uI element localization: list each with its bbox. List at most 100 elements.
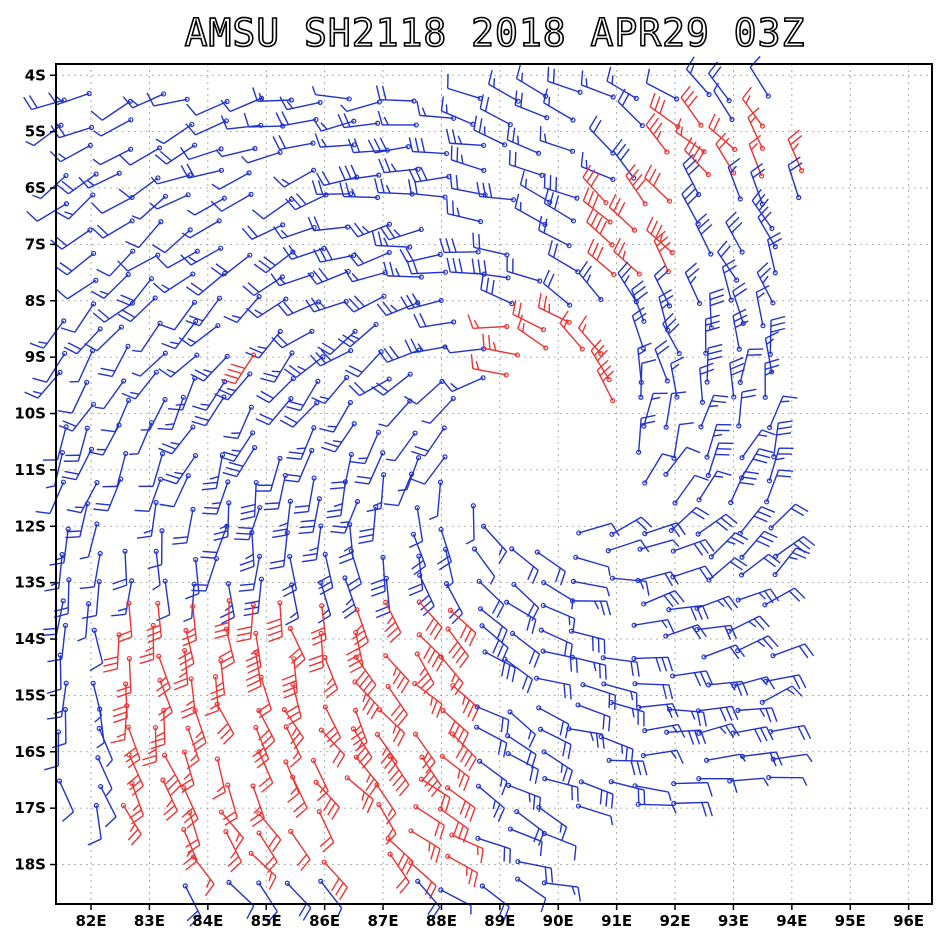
wind-barb <box>609 516 653 537</box>
wind-barb <box>116 276 155 306</box>
wind-barb <box>406 259 449 275</box>
wind-barb <box>56 778 75 822</box>
wind-barb <box>663 391 687 430</box>
wind-barb <box>243 576 265 617</box>
x-tick-label: 90E <box>543 912 574 930</box>
wind-barb <box>239 529 255 572</box>
wind-barb <box>167 375 198 411</box>
wind-barb <box>156 578 171 622</box>
wind-barb <box>672 474 709 506</box>
wind-barb <box>476 578 505 619</box>
wind-barb <box>699 362 715 405</box>
wind-barb <box>178 322 221 347</box>
wind-barb <box>654 339 670 384</box>
wind-barb <box>519 170 553 205</box>
wind-barb <box>477 606 508 644</box>
wind-barb <box>180 245 224 266</box>
wind-barb <box>69 348 96 383</box>
wind-barb <box>348 249 392 267</box>
wind-barb <box>412 680 443 718</box>
wind-barb <box>542 88 576 123</box>
wind-barb <box>559 310 585 352</box>
wind-barb <box>116 655 132 698</box>
wind-barb <box>586 208 615 248</box>
wind-barb <box>136 499 159 539</box>
wind-barb <box>445 128 487 149</box>
wind-barb <box>286 378 321 412</box>
wind-barb <box>353 654 377 697</box>
wind-barb <box>408 166 452 183</box>
wind-barb <box>91 194 135 214</box>
grid-lines <box>56 64 932 904</box>
wind-barb <box>580 70 616 100</box>
wind-barb <box>249 783 265 828</box>
wind-barb <box>641 392 668 429</box>
wind-barb <box>408 553 424 597</box>
wind-barb <box>156 248 200 269</box>
wind-barb <box>704 423 732 460</box>
wind-barb <box>49 526 71 566</box>
wind-barb <box>234 504 263 541</box>
wind-barb <box>517 314 549 351</box>
wind-barb <box>421 395 456 424</box>
wind-barb <box>547 240 581 275</box>
wind-barb <box>256 749 274 793</box>
wind-barb <box>542 269 573 308</box>
wind-barb <box>515 876 547 913</box>
wind-barb <box>370 554 386 597</box>
x-tick-label: 91E <box>601 912 632 930</box>
wind-barb <box>403 378 445 405</box>
wind-barb <box>467 314 510 330</box>
y-tick-label: 10S <box>14 405 46 423</box>
wind-barb <box>666 604 709 621</box>
wind-barb <box>317 328 358 356</box>
wind-barb <box>47 680 69 720</box>
wind-barb <box>263 472 288 511</box>
wind-barb <box>119 145 163 166</box>
wind-barb <box>236 602 256 643</box>
wind-barb <box>248 850 277 890</box>
wind-barb <box>150 707 167 750</box>
wind-barb <box>671 781 713 797</box>
wind-barb <box>340 99 383 113</box>
wind-barb <box>708 532 749 560</box>
wind-barb <box>766 774 808 786</box>
wind-barb <box>449 832 484 864</box>
wind-barb <box>377 707 406 747</box>
wind-barb <box>272 498 293 539</box>
wind-barb <box>378 158 421 174</box>
wind-barb <box>173 648 189 691</box>
wind-barb <box>281 553 298 598</box>
y-tick-label: 11S <box>14 461 46 479</box>
wind-barb <box>442 375 486 393</box>
wind-barb <box>440 707 469 747</box>
wind-barb <box>695 705 739 722</box>
wind-barb <box>213 500 232 542</box>
wind-barb <box>762 358 780 400</box>
wind-barb <box>631 280 649 324</box>
wind-barb <box>413 804 446 840</box>
x-tick-label: 85E <box>251 912 282 930</box>
x-tick-label: 94E <box>776 912 807 930</box>
wind-barb <box>536 804 568 842</box>
wind-barb <box>590 339 612 383</box>
wind-barb <box>473 115 508 148</box>
wind-barb <box>576 522 620 536</box>
wind-barb <box>482 649 516 683</box>
x-tick-label: 86E <box>309 912 340 930</box>
wind-barb <box>413 312 457 329</box>
wind-barb <box>698 394 729 430</box>
wind-barb <box>87 802 102 846</box>
wind-barb <box>293 475 317 514</box>
wind-barb <box>537 726 572 759</box>
wind-barb <box>272 135 316 151</box>
wind-barb <box>447 607 477 647</box>
wind-barb <box>110 703 130 744</box>
wind-barb <box>118 175 161 199</box>
wind-barb <box>326 479 348 519</box>
wind-barb <box>412 731 436 774</box>
wind-barb <box>418 776 451 812</box>
wind-barb <box>240 479 259 521</box>
wind-barb <box>715 132 737 176</box>
wind-barb <box>582 164 609 206</box>
